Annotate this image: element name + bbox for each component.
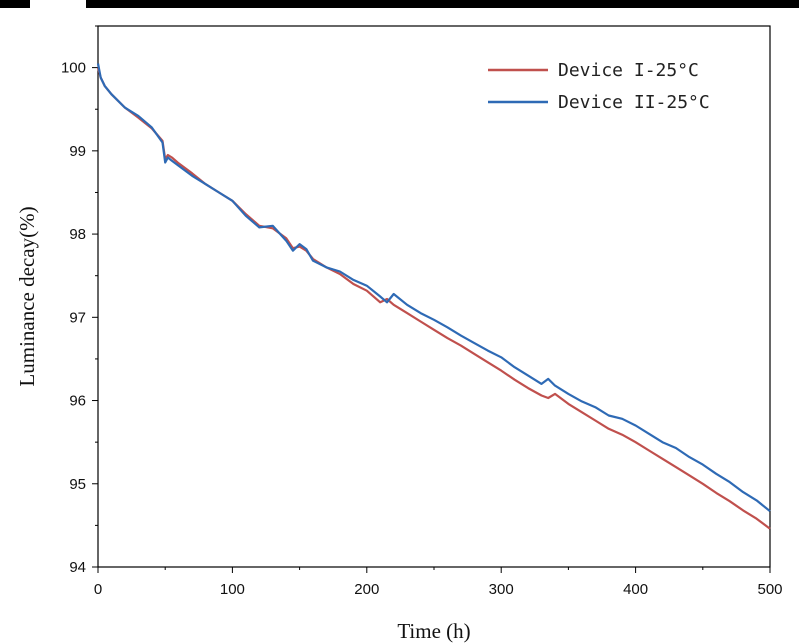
y-tick-label: 94 bbox=[69, 559, 86, 576]
x-tick-label: 400 bbox=[623, 581, 648, 598]
y-tick-label: 100 bbox=[61, 60, 86, 77]
legend-label-device-2: Device II-25°C bbox=[558, 92, 710, 113]
top-border-band-main bbox=[86, 0, 799, 8]
x-axis-ticks: 0 100 200 300 400 500 bbox=[94, 567, 783, 598]
x-tick-label: 500 bbox=[757, 581, 782, 598]
y-tick-label: 95 bbox=[69, 476, 86, 493]
x-tick-label: 300 bbox=[489, 581, 514, 598]
x-tick-label: 0 bbox=[94, 581, 102, 598]
y-axis-ticks: 94 95 96 97 98 99 100 bbox=[61, 25, 98, 576]
y-axis-title: Luminance decay(%) bbox=[15, 206, 39, 386]
y-tick-label: 98 bbox=[69, 226, 86, 243]
series-layer bbox=[96, 63, 771, 530]
x-tick-label: 100 bbox=[220, 581, 245, 598]
legend-label-device-1: Device I-25°C bbox=[558, 60, 699, 81]
legend: Device I-25°C Device II-25°C bbox=[488, 60, 710, 113]
series-line-1 bbox=[96, 67, 771, 530]
y-tick-label: 96 bbox=[69, 393, 86, 410]
y-tick-label: 97 bbox=[69, 309, 86, 326]
series-line-2 bbox=[96, 63, 771, 513]
x-tick-label: 200 bbox=[354, 581, 379, 598]
y-tick-label: 99 bbox=[69, 143, 86, 160]
top-border-band bbox=[0, 0, 30, 8]
x-axis-title: Time (h) bbox=[397, 619, 470, 643]
